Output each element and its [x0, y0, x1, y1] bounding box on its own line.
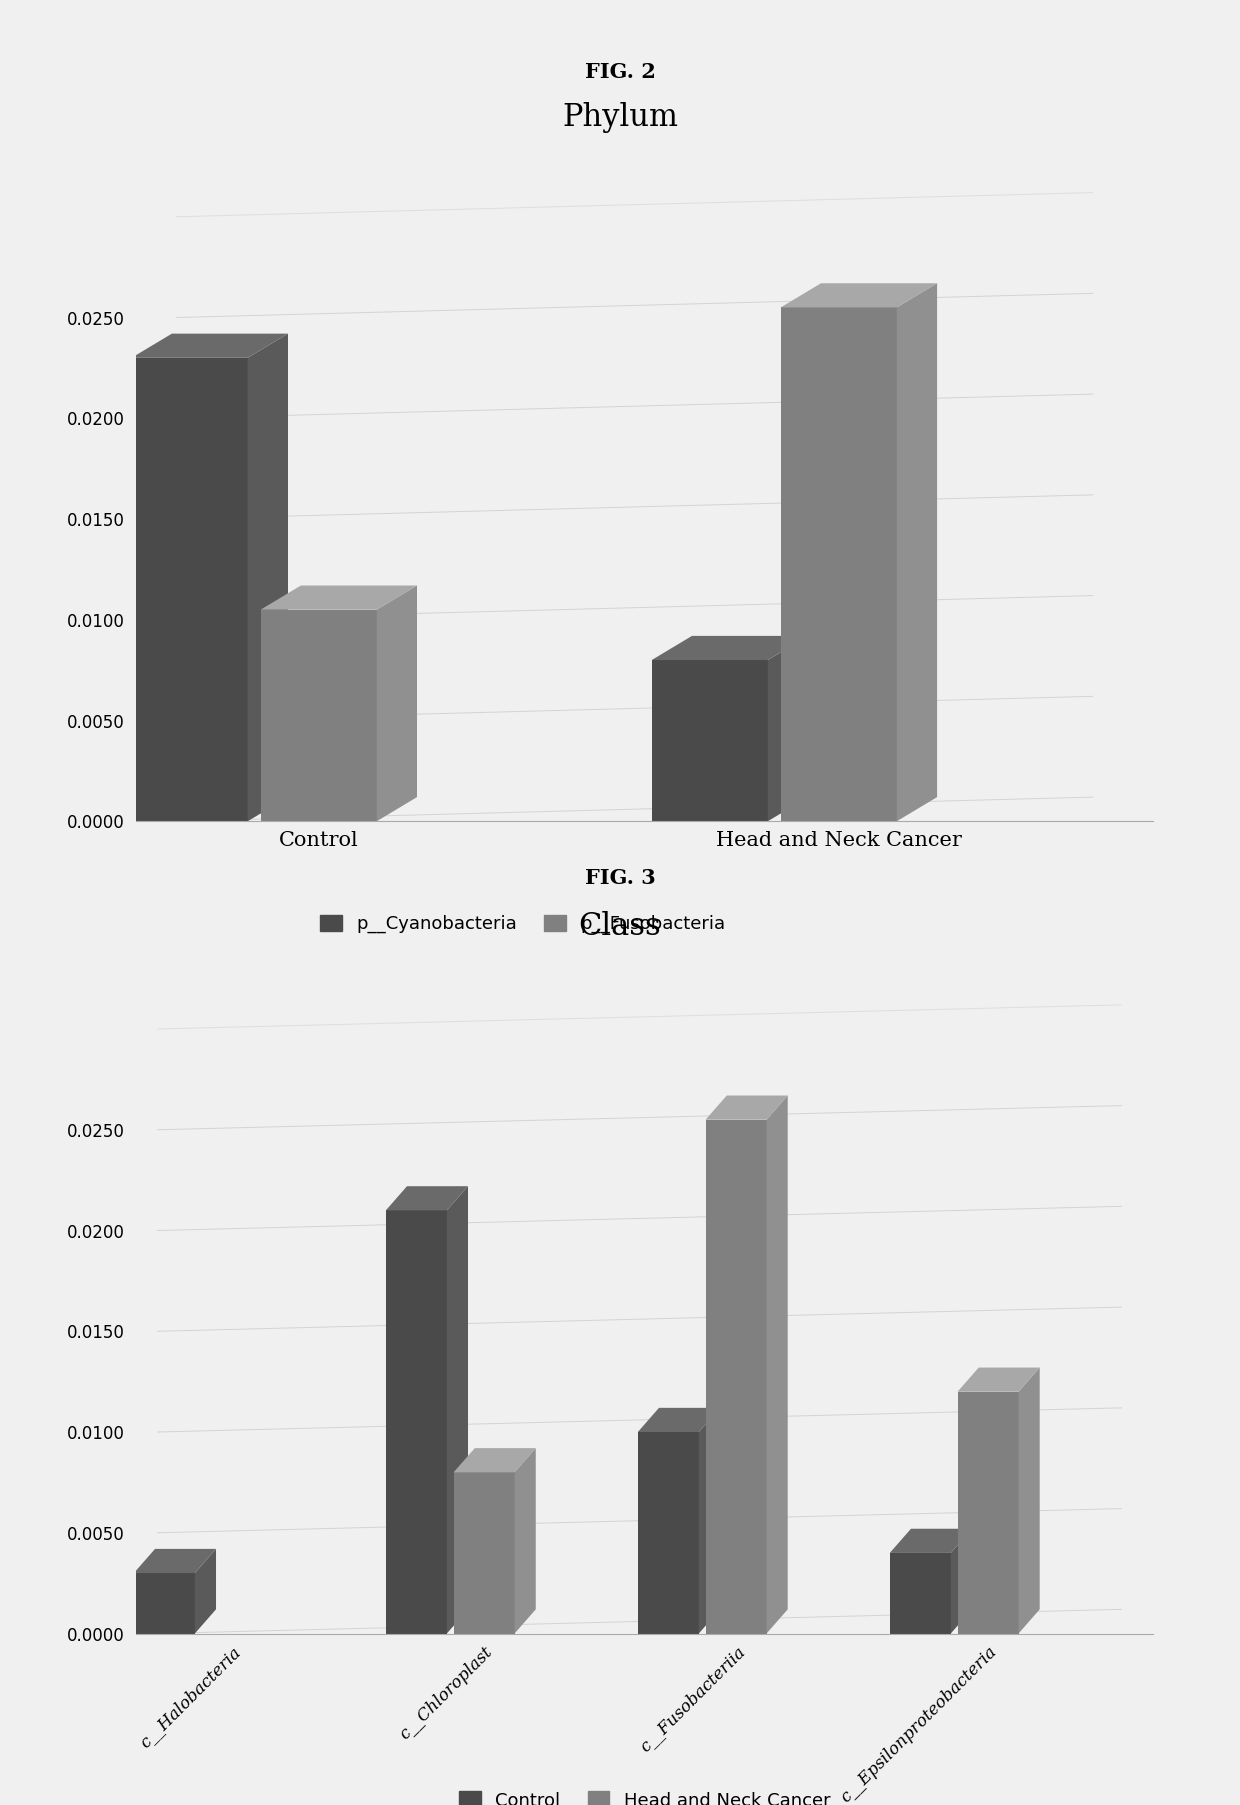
- Text: Phylum: Phylum: [562, 103, 678, 134]
- Polygon shape: [652, 635, 808, 661]
- Legend: Control, Head and Neck Cancer: Control, Head and Neck Cancer: [453, 1783, 837, 1805]
- Polygon shape: [781, 307, 897, 821]
- Polygon shape: [454, 1448, 536, 1473]
- Polygon shape: [131, 357, 248, 821]
- Polygon shape: [781, 283, 937, 307]
- Polygon shape: [699, 1408, 720, 1634]
- Polygon shape: [195, 1549, 216, 1634]
- Text: FIG. 3: FIG. 3: [584, 868, 656, 888]
- Polygon shape: [957, 1392, 1018, 1634]
- Polygon shape: [446, 1186, 467, 1634]
- Polygon shape: [386, 1211, 446, 1634]
- Polygon shape: [957, 1368, 1039, 1392]
- Text: Class: Class: [579, 912, 661, 942]
- Polygon shape: [131, 334, 288, 357]
- Polygon shape: [766, 1096, 787, 1634]
- Polygon shape: [1018, 1368, 1039, 1634]
- Polygon shape: [377, 585, 417, 821]
- Polygon shape: [706, 1119, 766, 1634]
- Polygon shape: [637, 1408, 720, 1431]
- Text: FIG. 2: FIG. 2: [584, 61, 656, 81]
- Polygon shape: [890, 1529, 972, 1552]
- Polygon shape: [260, 610, 377, 821]
- Polygon shape: [248, 334, 288, 821]
- Polygon shape: [706, 1096, 787, 1119]
- Polygon shape: [637, 1431, 699, 1634]
- Polygon shape: [890, 1552, 951, 1634]
- Polygon shape: [260, 585, 417, 610]
- Polygon shape: [386, 1186, 467, 1211]
- Polygon shape: [515, 1448, 536, 1634]
- Polygon shape: [652, 661, 768, 821]
- Legend: p__Cyanobacteria, p__Fusobacteria: p__Cyanobacteria, p__Fusobacteria: [312, 908, 733, 940]
- Polygon shape: [134, 1574, 195, 1634]
- Polygon shape: [951, 1529, 972, 1634]
- Polygon shape: [897, 283, 937, 821]
- Polygon shape: [454, 1473, 515, 1634]
- Polygon shape: [134, 1549, 216, 1574]
- Polygon shape: [768, 635, 808, 821]
